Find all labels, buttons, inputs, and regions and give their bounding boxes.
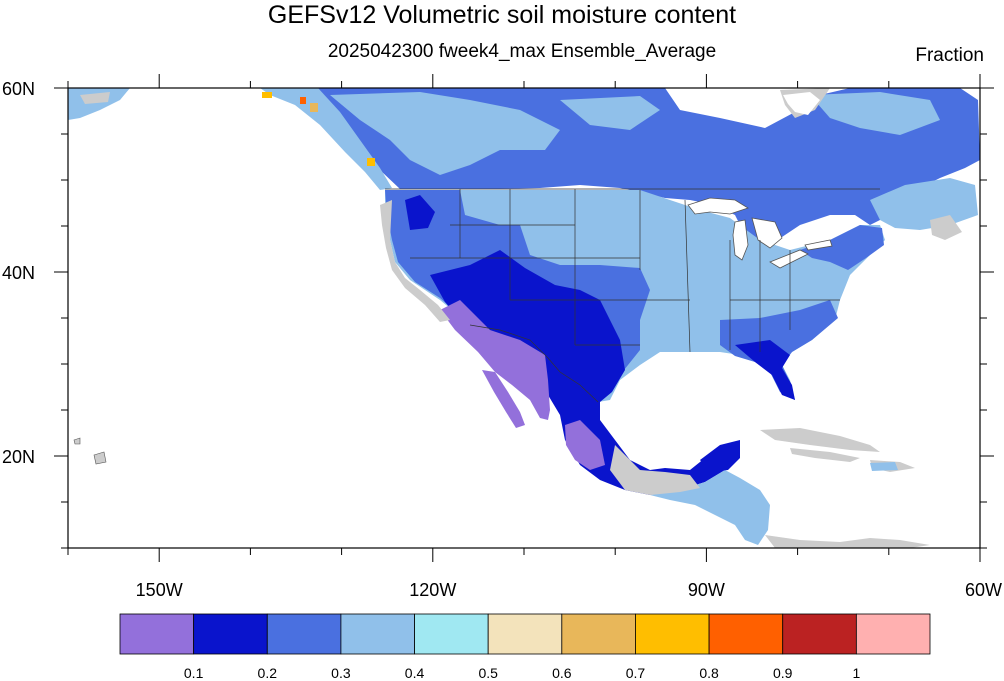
colorbar-swatch	[487, 613, 563, 655]
region-canada-light	[330, 92, 560, 175]
region-missing-panama	[765, 535, 930, 548]
colorbar: 0.1 0.2 0.3 0.4 0.5 0.6 0.7 0.8 0.9 1	[119, 613, 931, 681]
units-label: Fraction	[915, 45, 984, 66]
region-newfoundland	[930, 215, 962, 240]
region-alaska-high-3	[310, 103, 318, 112]
colorbar-label: 0.8	[699, 665, 719, 681]
colorbar-swatch	[193, 613, 268, 655]
y-tick-label: 20N	[2, 447, 35, 467]
region-yucatan	[700, 440, 740, 472]
lake-huron	[751, 217, 783, 249]
colorbar-label: 1	[852, 665, 860, 681]
region-baja-purple	[440, 300, 550, 420]
colorbar-label: 0.9	[773, 665, 793, 681]
region-hudson-water	[783, 92, 820, 115]
map-plot-area	[68, 88, 980, 548]
region-missing-cuba	[790, 448, 860, 462]
lake-superior	[687, 197, 749, 215]
region-alaska-high-2	[300, 97, 306, 104]
colorbar-label: 0.7	[626, 665, 646, 681]
region-nw-light	[560, 96, 660, 130]
lake-michigan	[732, 219, 749, 261]
colorbar-label: 0.4	[405, 665, 425, 681]
region-alaska-high-4	[367, 158, 375, 166]
colorbar-swatch	[266, 613, 342, 655]
lake-ontario	[804, 239, 833, 251]
colorbar-swatch	[855, 613, 931, 655]
y-tick-label: 40N	[2, 263, 35, 283]
region-baja-peninsula-purple	[482, 370, 525, 428]
colorbar-label: 0.5	[478, 665, 498, 681]
region-alaska-west-grey	[80, 92, 110, 104]
region-pnw-dark	[405, 195, 435, 230]
colorbar-swatch	[119, 613, 195, 655]
region-alaska-high-1	[262, 92, 272, 98]
colorbar-swatch	[782, 613, 857, 655]
chart-title: GEFSv12 Volumetric soil moisture content	[267, 1, 737, 29]
region-missing-pacific	[380, 200, 450, 322]
region-northeast-medium	[800, 225, 884, 270]
colorbar-swatch	[414, 613, 489, 655]
region-southwest-dark	[430, 250, 735, 495]
x-tick-label: 60W	[965, 580, 1002, 600]
region-gulf-dark	[735, 340, 795, 400]
y-tick-label: 60N	[2, 79, 35, 99]
x-tick-label: 120W	[409, 580, 456, 600]
region-labrador-light	[810, 92, 940, 135]
region-missing-caribbean	[760, 428, 880, 452]
region-light-puerto	[870, 462, 898, 471]
x-tick-label: 90W	[688, 580, 725, 600]
region-sierra-purple	[565, 420, 605, 470]
colorbar-label: 0.3	[331, 665, 351, 681]
x-tick-label: 150W	[136, 580, 183, 600]
region-hawaii-2	[73, 437, 81, 445]
political-borders	[385, 188, 880, 403]
region-alaska-panhandle	[260, 88, 392, 190]
colorbar-swatch	[635, 613, 710, 655]
colorbar-swatch	[708, 613, 784, 655]
region-hawaii	[93, 451, 107, 465]
region-central-america	[650, 470, 770, 545]
colorbar-swatch	[561, 613, 636, 655]
region-missing-gulf	[610, 445, 700, 495]
colorbar-label: 0.6	[552, 665, 572, 681]
axis-ticks: 150W 120W 90W 60W 60N 40N 20N	[2, 74, 1002, 600]
chart-subtitle: 2025042300 fweek4_max Ensemble_Average	[327, 41, 717, 62]
colorbar-swatch	[340, 613, 415, 655]
colorbar-label: 0.1	[184, 665, 204, 681]
colorbar-label: 0.2	[258, 665, 278, 681]
